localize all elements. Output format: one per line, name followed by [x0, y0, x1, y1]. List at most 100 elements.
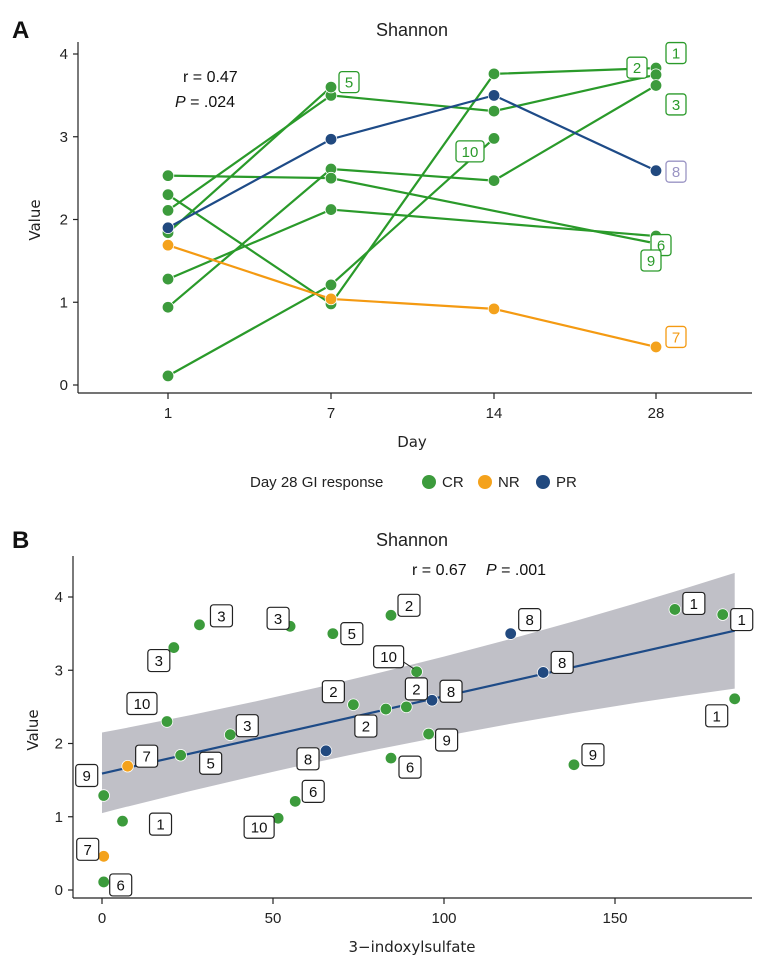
series-line-patient-5: [167, 86, 332, 234]
label-text-patient-10: 10: [462, 144, 479, 161]
data-point-patient-3: [161, 301, 175, 314]
scatter-point-18: [384, 609, 398, 622]
data-point-patient-2: [487, 104, 501, 118]
scatter-label-text-10: 10: [251, 820, 268, 837]
scatter-label-box-10: [243, 815, 275, 839]
data-point-patient-9: [324, 171, 338, 185]
scatter-point-6: [167, 641, 181, 654]
scatter-point-4: [121, 760, 134, 773]
panel-b-y-tick-label: 0: [55, 882, 63, 899]
series-line-patient-3: [167, 84, 657, 309]
panel-a-x-axis-label: Day: [397, 433, 427, 451]
scatter-point-22: [422, 727, 435, 741]
panel-a: A Shannon Value Day r = 0.47 P = .024 0 1…: [12, 17, 752, 451]
panel-a-y-tick-label: 1: [60, 294, 68, 311]
data-point-patient-6: [324, 203, 338, 216]
panel-a-p-letter: P: [175, 94, 186, 111]
scatter-label-box-19: [404, 677, 428, 701]
panel-a-x-tick-label: 7: [327, 405, 335, 422]
scatter-label-box-23: [518, 608, 542, 632]
scatter-label-text-3: 6: [117, 877, 125, 894]
scatter-label-text-6: 3: [155, 653, 163, 670]
data-point-patient-10: [324, 278, 338, 292]
scatter-point-26: [668, 603, 682, 616]
panel-a-y-tick-label: 2: [60, 212, 68, 229]
scatter-label-box-0: [75, 763, 99, 788]
data-point-patient-5: [324, 80, 338, 94]
scatter-label-text-9: 3: [243, 718, 251, 735]
legend: Day 28 GI response CR NR PR: [250, 474, 577, 491]
data-point-patient-1: [161, 188, 175, 201]
panel-b-p-stat: P = .001: [486, 562, 546, 579]
panel-b-r-stat: r = 0.67: [412, 562, 467, 579]
scatter-label-box-15: [321, 680, 345, 704]
regression-line: [101, 629, 735, 775]
panel-a-points: [161, 61, 663, 383]
panel-a-y-tick-label: 0: [60, 377, 68, 394]
scatter-point-17: [384, 751, 398, 765]
scatter-label-text-11: 3: [274, 611, 282, 628]
panel-b-y-tick-label: 1: [55, 809, 63, 826]
scatter-point-19: [400, 700, 413, 714]
scatter-label-text-20: 10: [380, 649, 397, 666]
data-point-patient-8: [161, 221, 175, 234]
scatter-point-23: [504, 627, 517, 640]
scatter-label-box-5: [126, 691, 158, 716]
scatter-label-text-17: 6: [406, 760, 414, 777]
scatter-label-text-16: 2: [362, 719, 370, 736]
scatter-point-5: [160, 715, 174, 728]
panel-b-ticks: 0 1 2 3 4 0 50 100 150: [55, 589, 628, 927]
scatter-label-box-25: [581, 743, 605, 767]
scatter-label-text-23: 8: [526, 612, 534, 629]
panel-b-x-tick-label: 0: [98, 910, 106, 927]
panel-a-y-axis-label: Value: [26, 199, 44, 240]
scatter-label-text-0: 9: [83, 768, 91, 785]
data-point-patient-8: [324, 133, 338, 146]
data-point-patient-7: [324, 292, 338, 306]
scatter-label-text-2: 7: [84, 842, 92, 859]
label-text-patient-3: 3: [672, 97, 680, 114]
scatter-label-box-26: [682, 591, 706, 616]
scatter-label-box-27: [730, 607, 754, 632]
panel-a-x-tick-label: 28: [648, 405, 665, 422]
scatter-point-8: [193, 618, 206, 632]
scatter-label-box-13: [296, 747, 320, 771]
legend-swatch-pr: [536, 475, 550, 489]
legend-title: Day 28 GI response: [250, 474, 383, 491]
label-text-patient-1: 1: [672, 46, 680, 63]
scatter-label-text-27: 1: [738, 612, 746, 629]
data-point-patient-10: [161, 369, 175, 383]
panel-b-labels: 9 1 7 6 7 10 3 5 3 3 10 3 6 8 5 2 2 6 2 2 10 8 9 8 8 9 1 1 1: [75, 591, 754, 897]
scatter-label-text-28: 1: [713, 708, 721, 725]
scatter-point-0: [97, 789, 110, 802]
scatter-label-box-12: [301, 779, 325, 803]
legend-label-nr: NR: [498, 474, 520, 491]
scatter-point-15: [347, 698, 360, 711]
panel-a-letter: A: [12, 17, 29, 44]
series-line-patient-7: [167, 244, 657, 349]
panel-a-labels: 1 2 3 5 10 8 69 7: [338, 41, 687, 349]
panel-b-x-tick-label: 50: [265, 910, 282, 927]
label-box-patient-5: [338, 70, 360, 94]
panel-a-x-tick-label: 14: [486, 405, 503, 422]
scatter-point-12: [289, 795, 302, 808]
scatter-label-box-2: [76, 837, 100, 861]
label-box-patient-10: [455, 140, 485, 163]
scatter-point-3: [97, 875, 110, 889]
series-line-patient-2: [167, 73, 657, 212]
scatter-label-text-5: 10: [134, 696, 151, 713]
panel-b-y-tick-label: 3: [55, 662, 63, 679]
scatter-label-box-6: [147, 648, 171, 673]
scatter-label-text-18: 2: [405, 598, 413, 615]
label-text-patient-5: 5: [345, 75, 353, 92]
scatter-label-box-4: [135, 744, 159, 768]
label-text-patient-9: 9: [647, 253, 655, 270]
scatter-label-text-4: 7: [142, 749, 150, 766]
scatter-label-box-16: [354, 714, 378, 738]
label-text-patient-8: 8: [672, 164, 680, 181]
scatter-label-text-8: 3: [217, 608, 225, 625]
data-point-patient-2: [161, 204, 175, 217]
scatter-point-16: [379, 702, 393, 716]
panel-b-x-tick-label: 100: [431, 910, 456, 927]
